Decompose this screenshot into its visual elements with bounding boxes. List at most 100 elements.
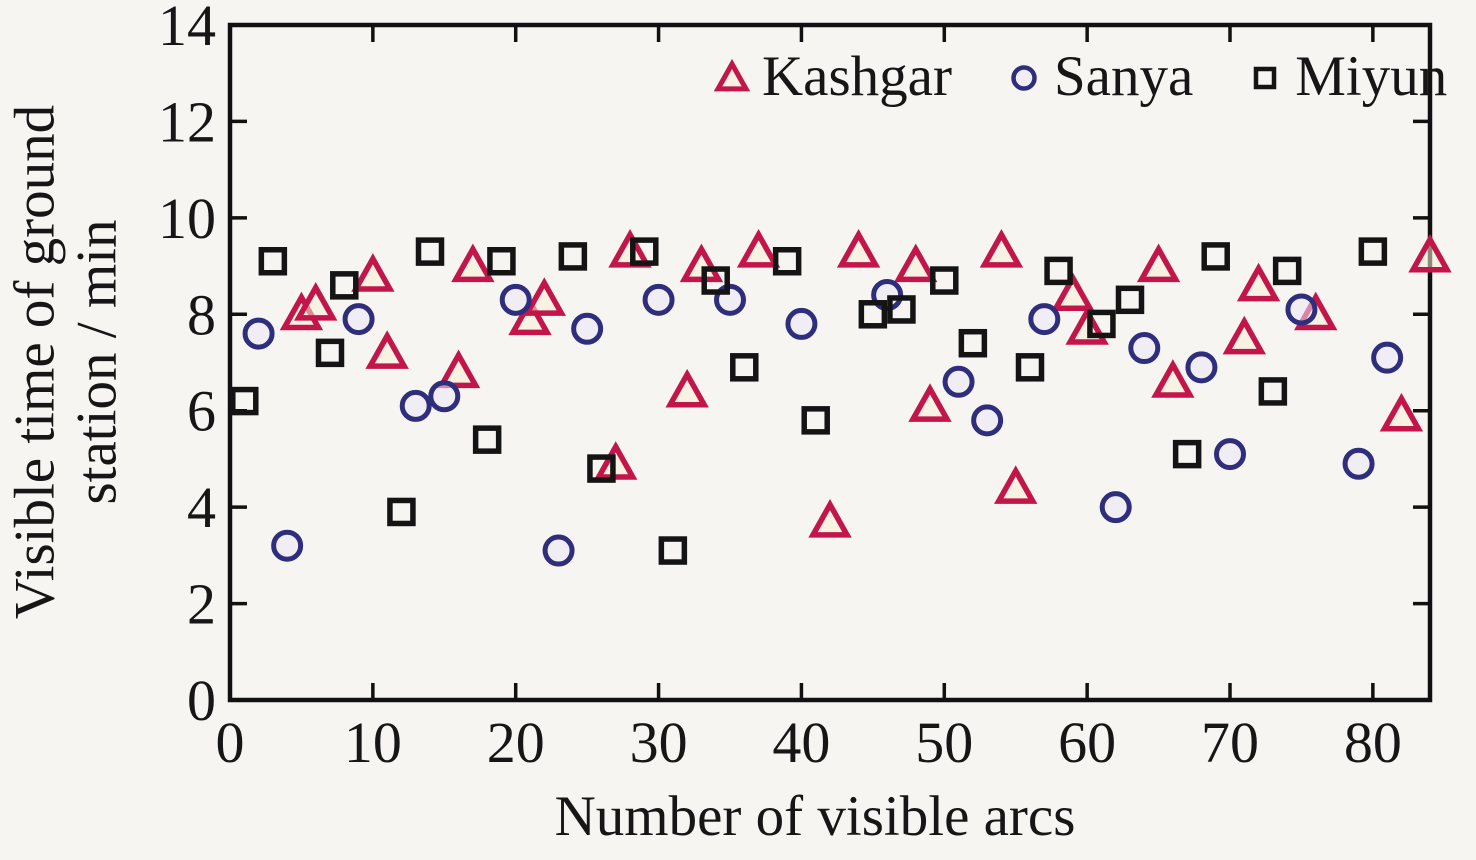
x-tick-label: 30 [630, 710, 688, 775]
miyun-data-point [1015, 353, 1045, 382]
x-tick-label: 60 [1058, 710, 1116, 775]
kashgar-triangle-marker-icon [712, 57, 752, 97]
miyun-data-point [315, 338, 345, 368]
miyun-data-point [1172, 439, 1202, 469]
sanya-data-point [1028, 303, 1061, 336]
sanya-data-point [1285, 293, 1318, 326]
sanya-data-point [428, 380, 461, 413]
miyun-data-point [1201, 242, 1230, 271]
legend-item-sanya: Sanya [1004, 44, 1193, 109]
kashgar-data-point [836, 228, 881, 268]
miyun-data-point [330, 271, 359, 300]
y-tick-label: 4 [187, 475, 216, 540]
miyun-data-point [258, 247, 288, 276]
kashgar-data-point [1136, 243, 1181, 283]
chart-legend: Kashgar Sanya Miyun [712, 44, 1447, 109]
miyun-square-marker-icon [1245, 57, 1285, 97]
kashgar-data-point [736, 228, 781, 268]
legend-item-miyun: Miyun [1245, 44, 1447, 109]
sanya-data-point [642, 283, 675, 316]
sanya-data-point [1214, 438, 1246, 471]
x-tick-label: 40 [772, 710, 830, 775]
sanya-circle-marker-icon [1004, 57, 1044, 97]
x-tick-label: 10 [344, 710, 402, 775]
kashgar-data-point [508, 296, 552, 336]
sanya-data-point [1342, 447, 1375, 480]
miyun-data-point [1044, 256, 1073, 286]
x-axis-title: Number of visible arcs [554, 785, 1076, 848]
kashgar-data-point [365, 330, 409, 369]
kashgar-data-point [608, 228, 652, 268]
kashgar-data-point [908, 383, 952, 422]
kashgar-data-point [594, 441, 638, 480]
x-tick-label: 50 [915, 710, 973, 775]
x-tick-label: 20 [487, 710, 545, 775]
sanya-data-point [242, 317, 275, 350]
sanya-data-point [399, 389, 432, 422]
miyun-data-point [472, 425, 502, 454]
legend-label-sanya: Sanya [1053, 45, 1194, 108]
y-tick-label: 14 [158, 0, 216, 58]
kashgar-data-point [351, 253, 395, 292]
miyun-data-point [230, 386, 259, 416]
miyun-data-point [658, 536, 688, 565]
kashgar-data-point [436, 349, 481, 389]
y-tick-label: 6 [187, 379, 216, 444]
y-tick-label: 2 [187, 572, 216, 637]
kashgar-data-point [294, 282, 338, 321]
y-tick-label: 8 [187, 282, 216, 347]
miyun-data-point [1115, 285, 1145, 315]
miyun-data-point [887, 295, 916, 324]
kashgar-data-point [1408, 233, 1452, 273]
y-tick-label: 10 [158, 186, 216, 251]
sanya-data-point [499, 283, 532, 316]
kashgar-data-point [808, 498, 852, 538]
sanya-data-point [1099, 491, 1132, 524]
miyun-data-point [587, 454, 616, 483]
x-tick-label: 80 [1344, 710, 1402, 775]
y-tick-label: 0 [187, 668, 216, 733]
miyun-data-point [958, 328, 988, 358]
y-axis-title-line2: station / min [65, 219, 128, 505]
kashgar-data-point [1222, 315, 1266, 355]
legend-label-miyun: Miyun [1295, 45, 1448, 108]
miyun-data-point [772, 247, 802, 276]
kashgar-data-point [679, 243, 724, 283]
kashgar-data-point [1236, 262, 1281, 302]
sanya-data-point [342, 303, 375, 336]
kashgar-data-point [979, 228, 1024, 268]
kashgar-data-point [1051, 272, 1095, 312]
miyun-data-point [1258, 377, 1288, 406]
sanya-data-point [971, 404, 1004, 437]
sanya-data-point [271, 529, 304, 562]
miyun-data-point [1087, 309, 1116, 339]
kashgar-data-point [1379, 392, 1424, 432]
sanya-data-point [542, 534, 575, 567]
miyun-data-point [701, 266, 730, 295]
miyun-data-point [415, 237, 445, 266]
kashgar-data-point [994, 465, 1038, 504]
x-tick-label: 0 [216, 710, 245, 775]
x-tick-label: 70 [1201, 710, 1259, 775]
miyun-data-point [730, 353, 759, 382]
y-tick-label: 12 [158, 89, 216, 154]
miyun-data-point [1272, 256, 1302, 286]
kashgar-data-point [894, 243, 938, 283]
y-axis-title: Visible time of ground station / min [3, 105, 128, 619]
kashgar-data-point [522, 277, 566, 316]
sanya-data-point [571, 312, 604, 345]
legend-label-kashgar: Kashgar [762, 45, 952, 108]
sanya-data-point [1128, 332, 1161, 365]
sanya-data-point [942, 365, 975, 398]
kashgar-data-point [665, 368, 709, 408]
sanya-data-point [1185, 351, 1218, 384]
legend-item-kashgar: Kashgar [712, 44, 952, 109]
miyun-data-point [801, 406, 830, 435]
kashgar-data-point [451, 243, 495, 283]
miyun-data-point [387, 497, 416, 527]
miyun-data-point [558, 242, 588, 271]
miyun-data-point [487, 247, 516, 276]
sanya-data-point [785, 307, 818, 340]
